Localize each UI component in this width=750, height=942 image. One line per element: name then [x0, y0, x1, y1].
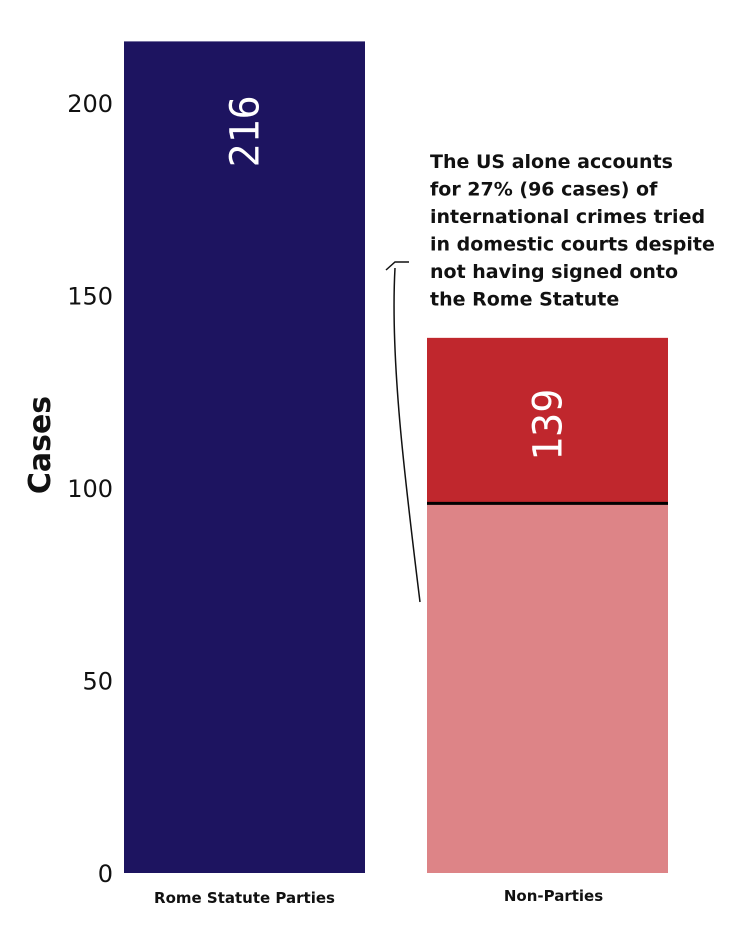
y-tick-label: 0	[98, 860, 113, 888]
bar-segment-other-non-parties	[427, 337, 668, 504]
category-label: Non-Parties	[504, 887, 603, 905]
bar-segment-us	[427, 503, 668, 873]
y-tick-label: 200	[67, 90, 113, 118]
category-label: Rome Statute Parties	[154, 889, 335, 907]
y-tick-label: 150	[67, 283, 113, 311]
category-labels: Rome Statute Parties Non-Parties	[154, 887, 603, 907]
bar-rome-statute-parties	[124, 41, 365, 873]
annotation-line: international crimes tried	[430, 206, 705, 228]
y-tick-label: 50	[82, 668, 113, 696]
annotation-arrowhead	[385, 261, 409, 271]
annotation-line: the Rome Statute	[430, 289, 619, 311]
data-label: 216	[223, 95, 269, 167]
data-labels: 216 139	[223, 95, 572, 461]
y-axis-label: Cases	[23, 396, 58, 494]
annotation-line: for 27% (96 cases) of	[430, 179, 658, 201]
annotation: The US alone accounts for 27% (96 cases) …	[430, 151, 715, 311]
data-label: 139	[526, 389, 572, 461]
annotation-arrow	[393, 267, 421, 603]
annotation-line: in domestic courts despite	[430, 234, 715, 256]
bars	[124, 41, 668, 873]
y-axis: 0 50 100 150 200	[67, 90, 113, 888]
annotation-line: not having signed onto	[430, 261, 678, 283]
y-tick-label: 100	[67, 475, 113, 503]
annotation-line: The US alone accounts	[430, 151, 673, 173]
